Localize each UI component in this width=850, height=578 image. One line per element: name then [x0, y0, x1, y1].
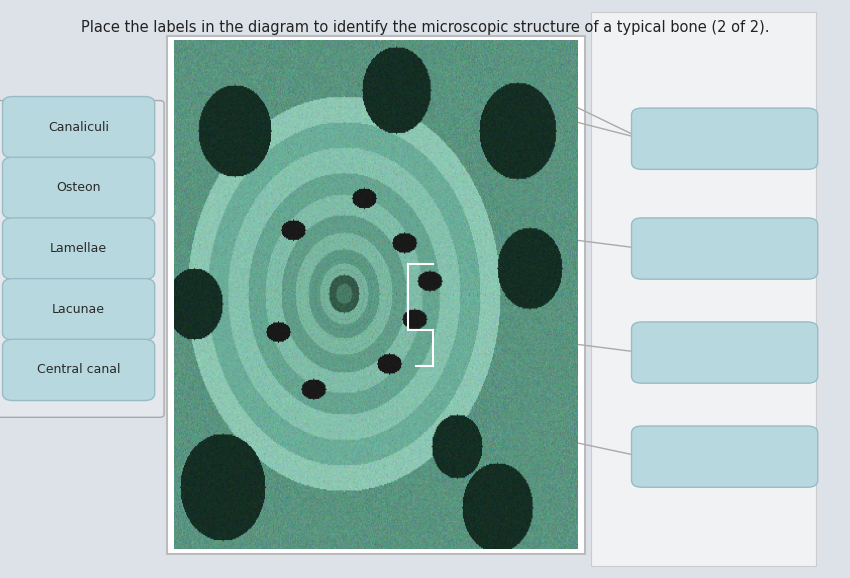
FancyBboxPatch shape: [3, 339, 155, 401]
FancyBboxPatch shape: [167, 36, 585, 554]
FancyBboxPatch shape: [3, 97, 155, 158]
FancyBboxPatch shape: [3, 279, 155, 340]
FancyBboxPatch shape: [632, 108, 818, 169]
FancyBboxPatch shape: [632, 426, 818, 487]
Text: Lamellae: Lamellae: [50, 242, 107, 255]
FancyBboxPatch shape: [591, 12, 816, 566]
FancyBboxPatch shape: [632, 218, 818, 279]
FancyBboxPatch shape: [3, 157, 155, 218]
FancyBboxPatch shape: [0, 101, 164, 417]
FancyBboxPatch shape: [3, 218, 155, 279]
Text: Central canal: Central canal: [37, 364, 121, 376]
FancyBboxPatch shape: [632, 322, 818, 383]
Text: Place the labels in the diagram to identify the microscopic structure of a typic: Place the labels in the diagram to ident…: [81, 20, 769, 35]
Text: Osteon: Osteon: [56, 181, 101, 194]
Text: Lacunae: Lacunae: [52, 303, 105, 316]
Text: Canaliculi: Canaliculi: [48, 121, 109, 134]
